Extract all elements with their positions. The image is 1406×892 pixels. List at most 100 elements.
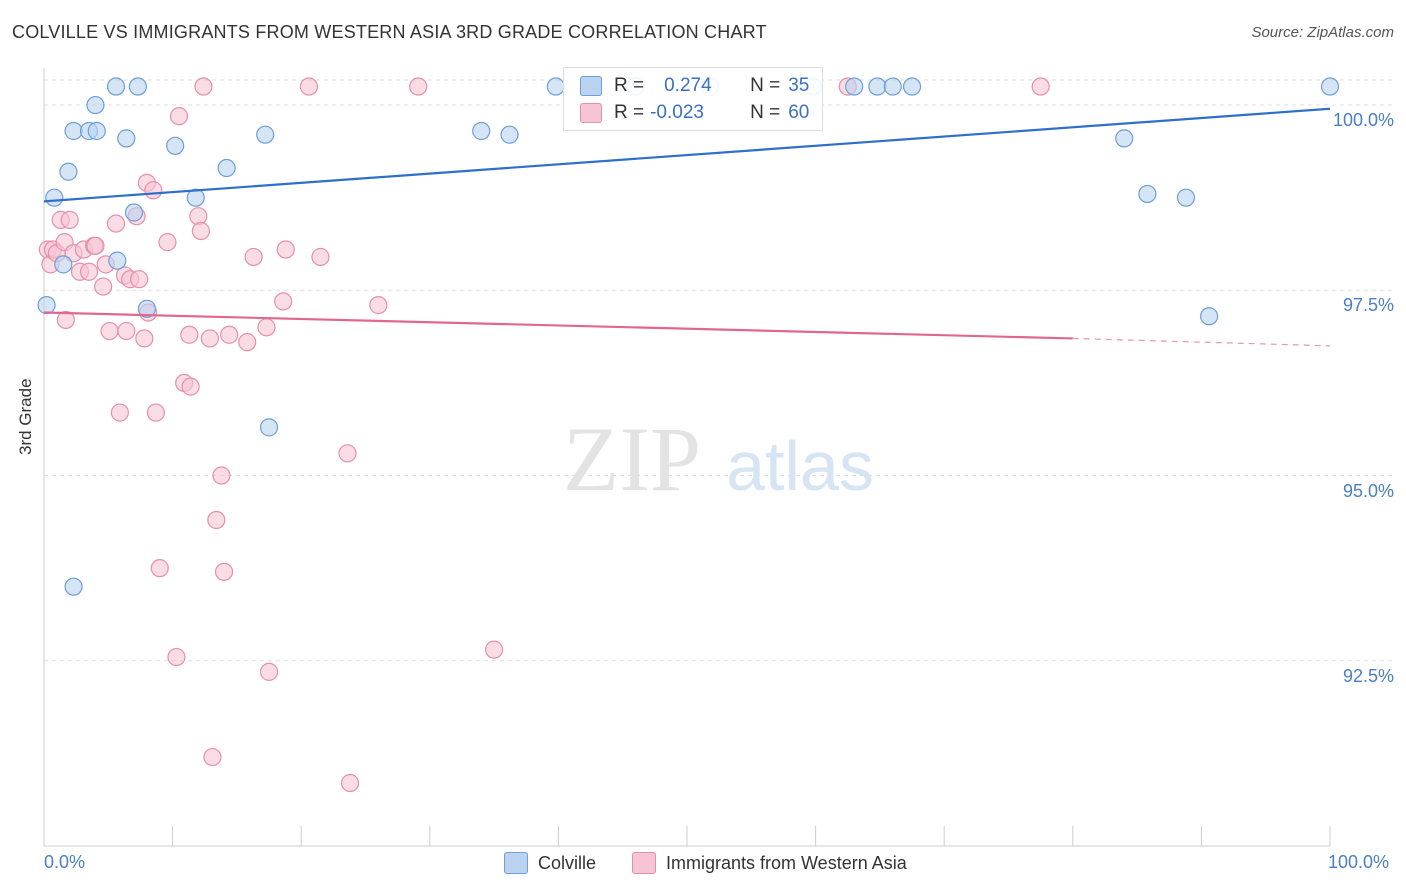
colville-point-18 (256, 125, 275, 144)
immigrants-point-28 (146, 403, 165, 422)
chart-title: COLVILLE VS IMMIGRANTS FROM WESTERN ASIA… (12, 22, 767, 42)
immigrants-point-20 (117, 321, 136, 341)
colville-point-13 (128, 77, 147, 96)
immigrants-point-14 (94, 277, 113, 296)
colville-point-29 (902, 77, 922, 96)
colville-point-12 (124, 203, 144, 222)
r-value: -0.023 (650, 102, 704, 123)
immigrants-point-53 (338, 444, 357, 463)
x-ticks (43, 826, 1331, 846)
series-immigrants-western-asia (38, 77, 1050, 793)
immigrants-point-7 (60, 210, 79, 229)
immigrants-point-59 (1031, 77, 1050, 96)
colville-point-33 (1200, 307, 1219, 326)
colville-point-8 (87, 121, 106, 141)
immigrants-point-32 (169, 107, 189, 126)
legend-label-immigrants: Immigrants from Western Asia (666, 852, 907, 873)
immigrants-point-6 (56, 310, 75, 330)
grid (44, 79, 1392, 662)
legend-label-colville: Colville (538, 852, 597, 873)
y-tick-label: 92.5% (1342, 665, 1394, 686)
n-value: 35 (788, 75, 810, 96)
immigrants-point-37 (191, 221, 210, 241)
r-label: R = (614, 102, 645, 123)
stats-legend: R = 0.274 N = 35 R = -0.023 N = 60 (563, 67, 823, 131)
immigrants-point-45 (238, 333, 257, 352)
immigrants-point-55 (369, 296, 388, 315)
n-label: N = (750, 75, 781, 96)
immigrants-point-44 (220, 325, 239, 344)
colville-point-2 (54, 255, 73, 274)
colville-point-32 (1176, 188, 1196, 207)
colville-point-19 (259, 418, 279, 437)
r-label: R = (614, 75, 645, 96)
trend-line-immigrants-extrapolated (1072, 337, 1331, 347)
trend-lines (43, 107, 1331, 347)
colville-point-3 (59, 162, 78, 181)
immigrants-point-41 (207, 510, 226, 530)
colville-point-31 (1138, 184, 1157, 204)
colville-point-28 (883, 77, 902, 96)
immigrants-point-51 (299, 77, 319, 96)
immigrants-point-52 (311, 247, 330, 267)
immigrants-point-50 (276, 240, 295, 259)
y-axis-label: 3rd Grade (16, 378, 35, 455)
immigrants-point-31 (167, 647, 186, 667)
immigrants-point-42 (212, 466, 231, 485)
trend-line-immigrants (43, 311, 1073, 340)
immigrants-point-30 (158, 233, 177, 252)
colville-point-4 (64, 577, 83, 596)
colville-point-27 (868, 77, 887, 96)
trend-line-colville (43, 107, 1331, 203)
stats-row-immigrants: R = -0.023 N = 60 (580, 101, 809, 125)
immigrants-point-43 (214, 562, 234, 581)
immigrants-point-34 (180, 325, 199, 344)
colville-point-17 (217, 158, 236, 178)
immigrants-point-48 (259, 662, 279, 681)
immigrants-swatch (580, 103, 602, 123)
y-tick-label: 95.0% (1342, 480, 1394, 501)
colville-point-14 (137, 299, 156, 318)
colville-point-7 (86, 95, 105, 115)
immigrants-point-29 (150, 559, 169, 578)
watermark-zip: ZIP (563, 408, 701, 510)
immigrants-point-23 (130, 270, 149, 289)
watermark: ZIP atlas (563, 408, 874, 510)
immigrants-point-11 (79, 262, 99, 281)
immigrants-point-39 (200, 329, 219, 348)
colville-point-9 (106, 77, 126, 96)
immigrants-point-57 (485, 640, 504, 659)
n-value: 60 (788, 102, 810, 123)
immigrants-point-17 (106, 214, 126, 233)
colville-point-30 (1115, 129, 1134, 148)
n-label: N = (750, 102, 781, 123)
immigrants-point-35 (181, 377, 200, 396)
legend-item-immigrants: Immigrants from Western Asia (632, 852, 907, 874)
immigrants-point-38 (194, 77, 213, 96)
immigrants-point-54 (340, 773, 360, 793)
colville-point-16 (186, 188, 205, 207)
y-tick-label: 100.0% (1332, 110, 1394, 131)
colville-point-11 (117, 129, 136, 148)
colville-point-1 (45, 188, 64, 207)
colville-point-34 (1320, 77, 1340, 96)
watermark-atlas: atlas (726, 427, 874, 505)
colville-point-0 (37, 296, 56, 315)
immigrants-point-24 (135, 329, 154, 348)
immigrants-point-40 (203, 747, 222, 767)
r-value: 0.274 (664, 75, 712, 96)
series-legend: Colville Immigrants from Western Asia (0, 852, 1406, 878)
immigrants-point-46 (244, 247, 263, 267)
legend-swatch-colville (504, 852, 528, 874)
stats-row-colville: R = 0.274 N = 35 (580, 74, 809, 98)
colville-point-10 (108, 251, 127, 270)
colville-point-20 (472, 121, 491, 141)
colville-point-15 (166, 136, 185, 155)
immigrants-point-49 (274, 292, 293, 311)
x-tick-label-min: 0.0% (44, 852, 86, 872)
colville-point-21 (500, 125, 519, 144)
immigrants-point-47 (257, 318, 276, 337)
colville-point-22 (546, 77, 565, 96)
source-label: Source: ZipAtlas.com (1251, 24, 1394, 41)
